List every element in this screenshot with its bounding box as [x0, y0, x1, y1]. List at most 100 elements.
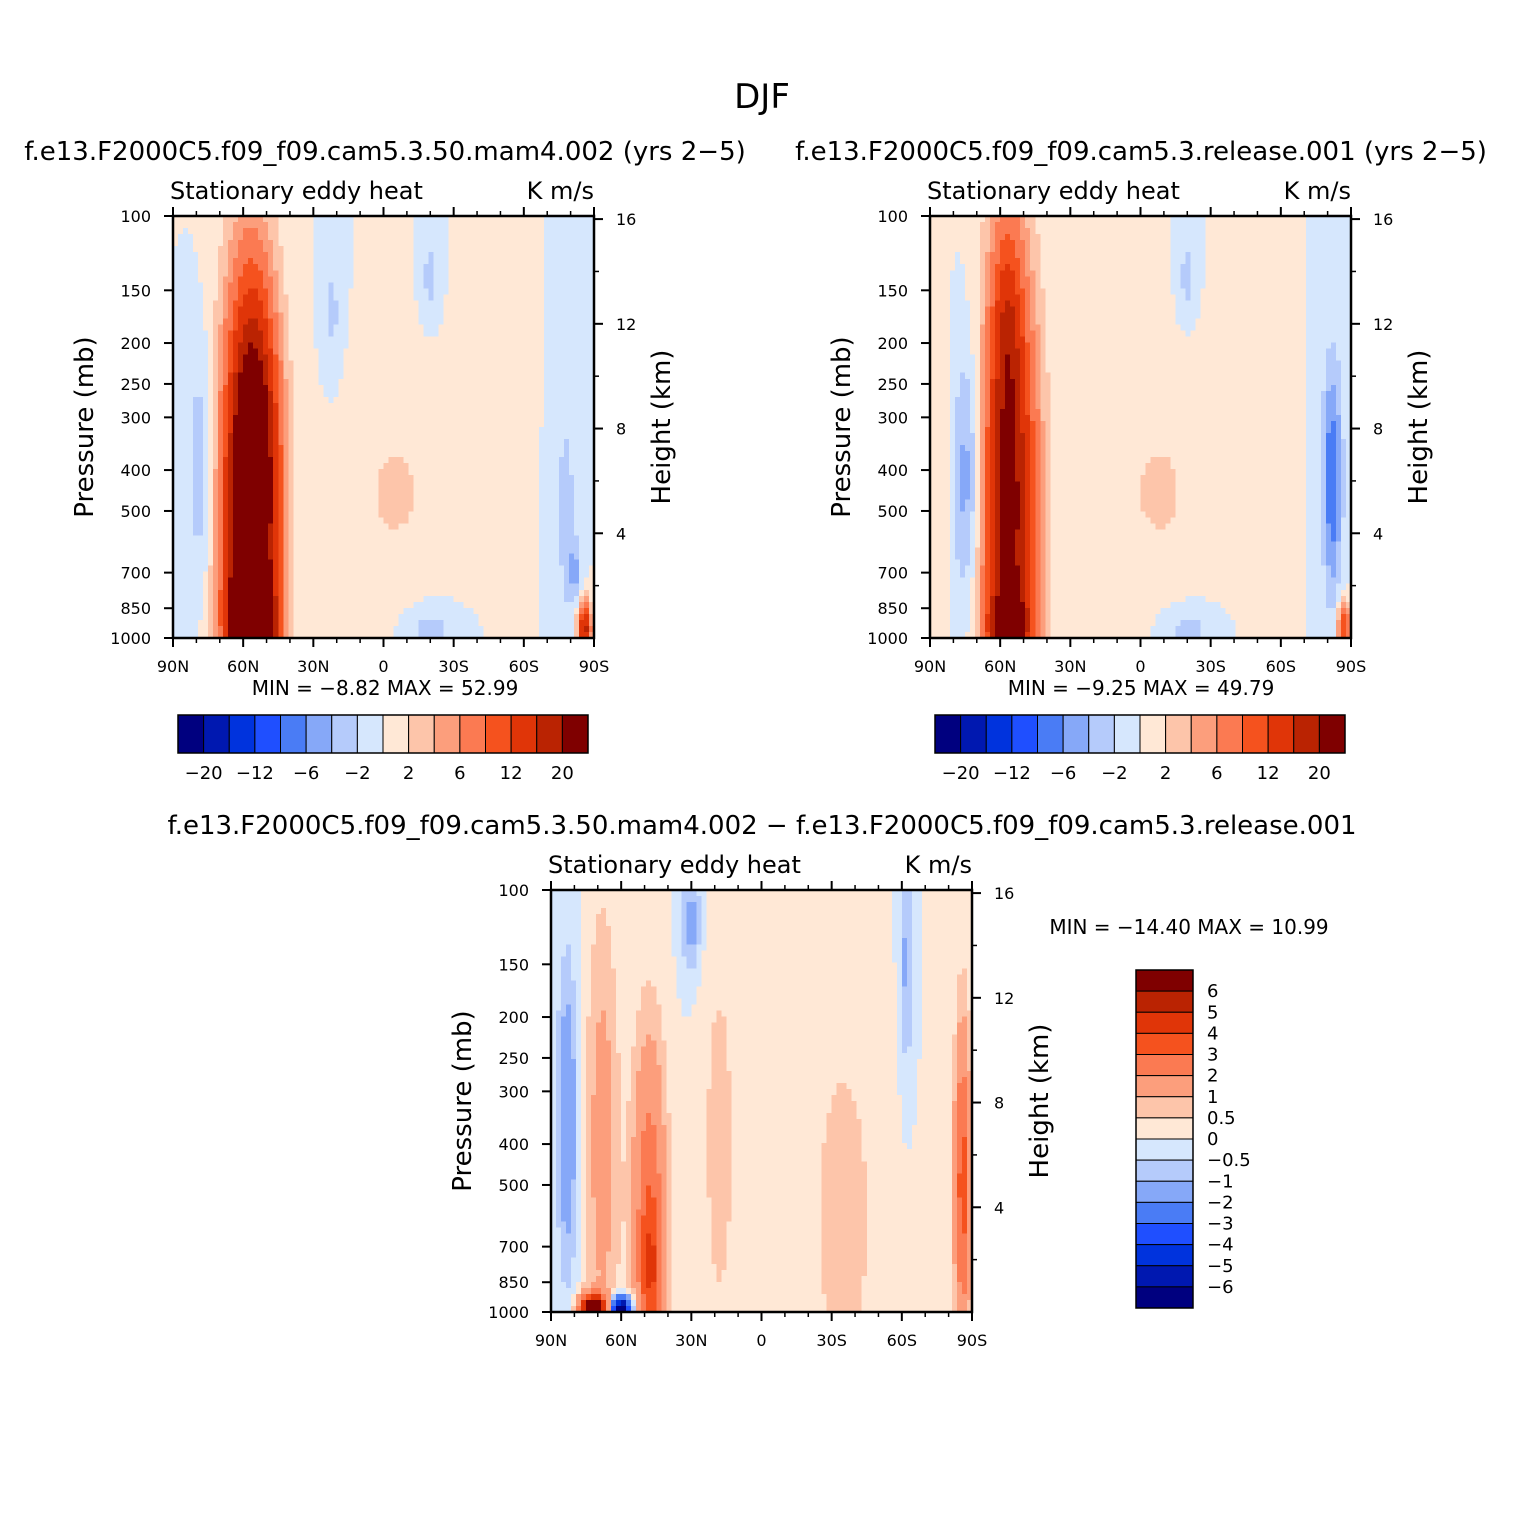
contour-cell [333, 318, 339, 326]
contour-cell [308, 408, 314, 416]
contour-cell [328, 246, 334, 253]
contour-cell [498, 336, 505, 344]
contour-cell [388, 487, 395, 494]
contour-cell [463, 294, 470, 301]
contour-cell [573, 529, 580, 537]
contour-cell [583, 270, 590, 277]
contour-cell [358, 559, 365, 567]
contour-cell [438, 469, 445, 476]
contour-cell [358, 445, 365, 452]
contour-cell [578, 559, 585, 567]
contour-cell [298, 547, 304, 555]
contour-cell [268, 348, 274, 356]
contour-cell [238, 288, 244, 295]
contour-cell [343, 270, 350, 277]
contour-cell [373, 535, 380, 543]
contour-cell [308, 463, 314, 470]
contour-cell [473, 565, 480, 573]
contour-cell [338, 222, 345, 229]
contour-cell [398, 457, 405, 464]
contour-cell [293, 240, 299, 247]
contour-cell [188, 445, 194, 452]
contour-cell [328, 234, 334, 241]
contour-cell [588, 216, 595, 223]
contour-cell [233, 469, 239, 476]
contour-cell [473, 469, 480, 476]
contour-cell [538, 240, 545, 247]
contour-cell [488, 505, 495, 512]
contour-cell [283, 481, 289, 488]
contour-cell [488, 517, 495, 525]
contour-cell [388, 553, 395, 561]
contour-cell [318, 306, 324, 314]
contour-cell [533, 541, 540, 549]
contour-cell [298, 336, 304, 344]
contour-cell [568, 360, 575, 368]
contour-cell [478, 282, 485, 289]
contour-cell [183, 246, 189, 253]
contour-cell [358, 228, 365, 235]
contour-cell [203, 535, 209, 543]
contour-cell [358, 420, 365, 428]
contour-cell [233, 487, 239, 494]
contour-cell [283, 336, 289, 344]
contour-cell [458, 396, 465, 404]
contour-cell [173, 360, 179, 368]
contour-cell [228, 228, 234, 235]
contour-cell [438, 553, 445, 561]
contour-cell [573, 517, 580, 525]
contour-cell [238, 541, 244, 549]
contour-cell [318, 246, 324, 253]
contour-cell [258, 535, 264, 543]
contour-cell [358, 342, 365, 350]
contour-cell [178, 445, 184, 452]
contour-cell [463, 439, 470, 446]
contour-cell [313, 493, 319, 500]
contour-cell [483, 439, 490, 446]
contour-cell [563, 547, 570, 555]
contour-cell [248, 535, 254, 543]
contour-cell [498, 222, 505, 229]
contour-cell [218, 433, 224, 440]
contour-cell [278, 529, 284, 537]
contour-cell [328, 378, 334, 386]
contour-cell [568, 457, 575, 464]
contour-cell [428, 445, 435, 452]
contour-cell [323, 246, 329, 253]
contour-cell [543, 342, 550, 350]
contour-cell [373, 252, 380, 259]
contour-cell [558, 505, 565, 512]
contour-cell [283, 559, 289, 567]
contour-cell [453, 324, 460, 332]
contour-cell [558, 270, 565, 277]
contour-cell [263, 330, 269, 338]
contour-cell [528, 505, 535, 512]
contour-cell [523, 517, 530, 525]
contour-cell [353, 433, 360, 440]
contour-cell [418, 408, 425, 416]
contour-cell [318, 511, 324, 519]
contour-cell [393, 487, 400, 494]
contour-cell [363, 300, 370, 308]
contour-cell [298, 529, 304, 537]
contour-cell [528, 463, 535, 470]
contour-cell [478, 541, 485, 549]
contour-cell [343, 439, 350, 446]
contour-cell [568, 487, 575, 494]
contour-cell [393, 306, 400, 314]
contour-cell [248, 445, 254, 452]
contour-cell [213, 517, 219, 525]
contour-cell [458, 240, 465, 247]
contour-cell [578, 427, 585, 434]
contour-cell [563, 535, 570, 543]
contour-cell [208, 270, 214, 277]
contour-cell [363, 384, 370, 392]
contour-cell [338, 396, 345, 404]
contour-cell [273, 571, 279, 579]
contour-cell [473, 433, 480, 440]
contour-cell [468, 481, 475, 488]
contour-cell [368, 427, 375, 434]
contour-cell [233, 390, 239, 398]
contour-cell [228, 288, 234, 295]
contour-cell [198, 541, 204, 549]
